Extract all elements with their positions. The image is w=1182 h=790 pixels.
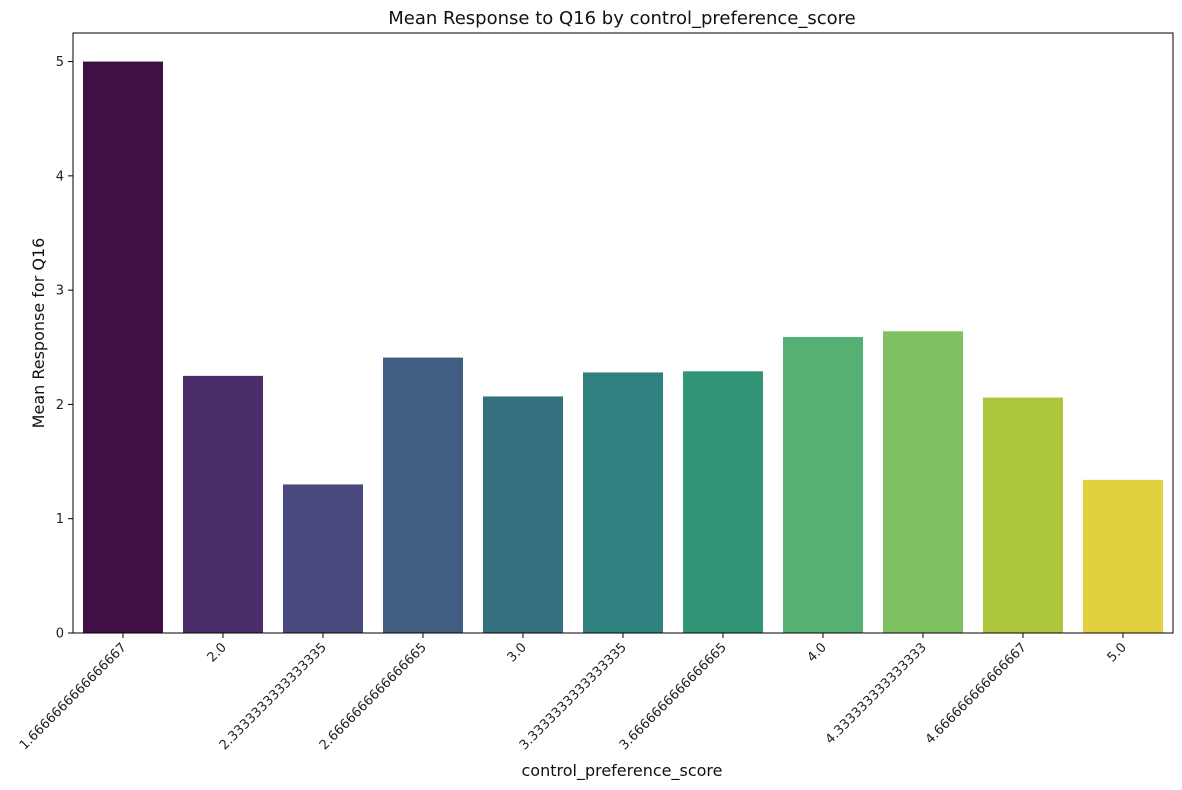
x-tick-label: 2.6666666666666665 [317,640,430,753]
bar-2 [283,484,363,633]
x-tick-label: 4.0 [805,640,830,665]
y-tick-label: 0 [56,627,64,642]
x-tick-label: 5.0 [1105,640,1130,665]
bar-5 [583,372,663,633]
bar-8 [883,331,963,633]
x-tick-label: 1.6666666666666667 [17,640,130,753]
chart-title: Mean Response to Q16 by control_preferen… [388,8,855,29]
y-tick-label: 2 [56,398,64,413]
y-axis-title: Mean Response for Q16 [29,238,48,429]
bar-7 [783,337,863,633]
x-axis-title: control_preference_score [521,761,722,781]
y-tick-label: 4 [56,169,64,184]
x-tick-label: 3.3333333333333335 [517,640,630,753]
bar-6 [683,371,763,633]
bar-10 [1083,479,1163,633]
bar-3 [383,357,463,633]
y-tick-label: 5 [56,55,64,70]
x-tick-label: 3.6666666666666665 [617,640,730,753]
bar-1 [183,375,263,633]
x-tick-label: 3.0 [505,640,530,665]
bar-4 [483,396,563,633]
x-tick-label: 2.3333333333333335 [217,640,330,753]
bar-0 [83,61,163,633]
x-tick-label: 2.0 [205,640,230,665]
x-tick-label: 4.666666666666667 [923,640,1030,747]
y-tick-label: 3 [56,284,64,299]
x-tick-label: 4.333333333333333 [823,640,930,747]
bars-layer [83,61,1163,633]
bar-9 [983,397,1063,633]
y-tick-label: 1 [56,512,64,527]
